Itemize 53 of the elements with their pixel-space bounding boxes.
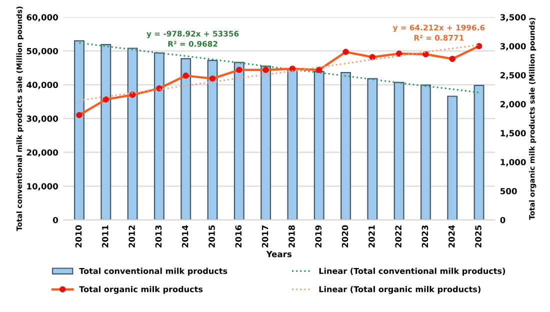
x-tick-label: 2014 [182,225,188,248]
x-tick-label: 2012 [128,226,135,248]
x-tick-label: 2010 [75,225,82,248]
bar [314,71,324,220]
x-tick-label: 2018 [288,225,295,248]
y2-tick-label: 1,000 [500,159,526,166]
bar [207,60,218,220]
x-tick-label: 2021 [368,225,375,248]
y-tick-label: 20,000 [26,149,58,157]
bar [100,44,112,220]
x-tick-label: 2023 [422,225,428,248]
x-tick-label: 2015 [208,225,215,248]
bar [287,68,298,220]
y-tick-label: 50,000 [26,48,58,56]
x-tick-label: 2022 [395,226,402,248]
legend-label: Total organic milk products [79,286,203,294]
y2-tick-label: 500 [500,188,517,194]
y2-tick-label: 2,500 [500,72,526,80]
legend-label: Linear (Total organic milk products) [319,286,480,294]
bar [420,84,431,220]
line-series [78,42,480,94]
y-tick-label: 40,000 [26,82,58,90]
y-tick-label: 0 [52,216,58,224]
y2-tick-label: 2,000 [500,101,526,108]
x-tick-label: 2016 [235,225,242,248]
legend-label: Linear (Total conventional milk products) [319,268,506,276]
y-tick-label: 60,000 [26,14,58,22]
bar [340,72,351,220]
x-tick-label: 2024 [448,225,455,248]
bar [367,78,378,220]
bar [154,52,164,220]
bar [260,66,272,220]
x-tick-label: 2011 [102,225,108,248]
bar [234,62,244,220]
legend-label: Total conventional milk products [79,268,228,276]
x-tick-label: 2020 [342,225,348,248]
x-axis-title: Years [266,251,292,258]
bar [447,96,458,220]
y2-tick-label: 3,000 [500,43,526,50]
y2-tick-label: 3,500 [500,14,526,22]
bar [180,58,192,220]
x-tick-label: 2025 [475,225,482,248]
y-tick-label: 10,000 [27,183,58,191]
bar [74,40,84,220]
y2-tick-label: 0 [500,216,506,224]
y2-tick-label: 1,500 [500,130,526,138]
x-tick-label: 2017 [262,225,268,248]
x-tick-label: 2013 [155,225,162,248]
bar [127,48,138,220]
x-tick-label: 2019 [315,225,322,248]
bar [394,82,404,220]
y-tick-label: 30,000 [26,116,58,123]
bar [474,84,484,220]
